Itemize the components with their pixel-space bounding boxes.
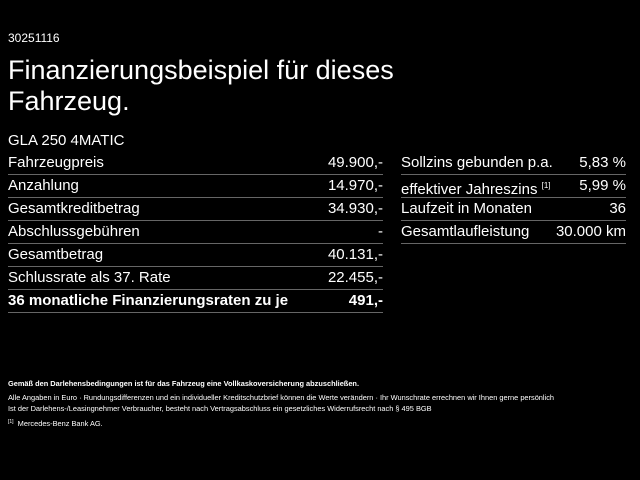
- row-value: 14.970,-: [327, 177, 383, 194]
- row-value: 49.900,-: [327, 154, 383, 171]
- label-text: Sollzins gebunden p.a.: [401, 154, 553, 171]
- row-value: 34.930,-: [327, 200, 383, 217]
- table-row: Sollzins gebunden p.a. 5,83 %: [401, 152, 626, 175]
- row-value: 5,83 %: [579, 154, 626, 171]
- model: GLA 250 4MATIC: [8, 132, 125, 149]
- table-row: Schlussrate als 37. Rate 22.455,-: [8, 267, 383, 290]
- row-label: Schlussrate als 37. Rate: [8, 267, 171, 289]
- row-label: Gesamtbetrag: [8, 244, 103, 266]
- row-label: Sollzins gebunden p.a.: [401, 152, 553, 174]
- row-label: Gesamtlaufleistung: [401, 221, 529, 243]
- row-value: 40.131,-: [327, 246, 383, 263]
- label-text: Gesamtbetrag: [8, 246, 104, 263]
- label-text: Abschlussgebühren: [8, 223, 140, 240]
- table-row: Laufzeit in Monaten 36: [401, 198, 626, 221]
- row-label: Fahrzeugpreis: [8, 152, 104, 174]
- disclaimer: Ist der Darlehens-/Leasingnehmer Verbrau…: [8, 404, 432, 413]
- row-value: 30.000 km: [555, 223, 626, 240]
- table-row: Gesamtbetrag 40.131,-: [8, 244, 383, 267]
- financing-table: Fahrzeugpreis 49.900,- Anzahlung 14.970,- Ge…: [8, 152, 383, 313]
- row-value: 5,99 %: [579, 177, 626, 194]
- label-text: effektiver Jahreszins: [401, 181, 538, 198]
- offer-code: 30251116: [8, 31, 60, 45]
- title: Finanzierungsbeispiel für dieses Fahrzeu…: [8, 55, 394, 116]
- row-label: 36 monatliche Finanzierungsraten zu je: [8, 290, 288, 312]
- table-row: Fahrzeugpreis 49.900,-: [8, 152, 383, 175]
- row-label: Abschlussgebühren: [8, 221, 140, 243]
- label-text: Laufzeit in Monaten: [401, 200, 532, 217]
- row-value: 491,-: [348, 292, 383, 309]
- row-value: 22.455,-: [327, 269, 383, 286]
- row-label: Gesamtkreditbetrag: [8, 198, 140, 220]
- row-label: Anzahlung: [8, 175, 79, 197]
- disclaimer: Alle Angaben in Euro · Rundungsdifferenz…: [8, 393, 555, 402]
- table-row: effektiver Jahreszins [1] 5,99 %: [401, 175, 626, 198]
- table-row: Abschlussgebühren -: [8, 221, 383, 244]
- conditions-table: Sollzins gebunden p.a. 5,83 % effektiver J…: [401, 152, 626, 244]
- table-row: 36 monatliche Finanzierungsraten zu je 49…: [8, 290, 383, 313]
- label-text: Schlussrate als 37. Rate: [8, 269, 171, 286]
- notice: Gemäß den Darlehensbedingungen ist für d…: [8, 379, 360, 388]
- table-row: Gesamtkreditbetrag 34.930,-: [8, 198, 383, 221]
- row-label: Laufzeit in Monaten: [401, 198, 532, 220]
- footnote-text: Mercedes-Benz Bank AG.: [17, 419, 103, 428]
- label-text: Gesamtkreditbetrag: [8, 200, 140, 217]
- row-value: -: [378, 223, 383, 240]
- footnote: [1] Mercedes-Benz Bank AG.: [8, 419, 103, 428]
- label-text: Fahrzeugpreis: [8, 154, 104, 171]
- table-row: Gesamtlaufleistung 30.000 km: [401, 221, 626, 244]
- label-text: 36 monatliche Finanzierungsraten zu je: [8, 292, 289, 309]
- footnote-mark: [1]: [8, 419, 14, 425]
- label-text: Anzahlung: [8, 177, 79, 194]
- footnote-ref: [1]: [541, 181, 551, 190]
- table-row: Anzahlung 14.970,-: [8, 175, 383, 198]
- row-label: effektiver Jahreszins [1]: [401, 175, 551, 201]
- row-value: 36: [609, 200, 626, 217]
- label-text: Gesamtlaufleistung: [401, 223, 530, 240]
